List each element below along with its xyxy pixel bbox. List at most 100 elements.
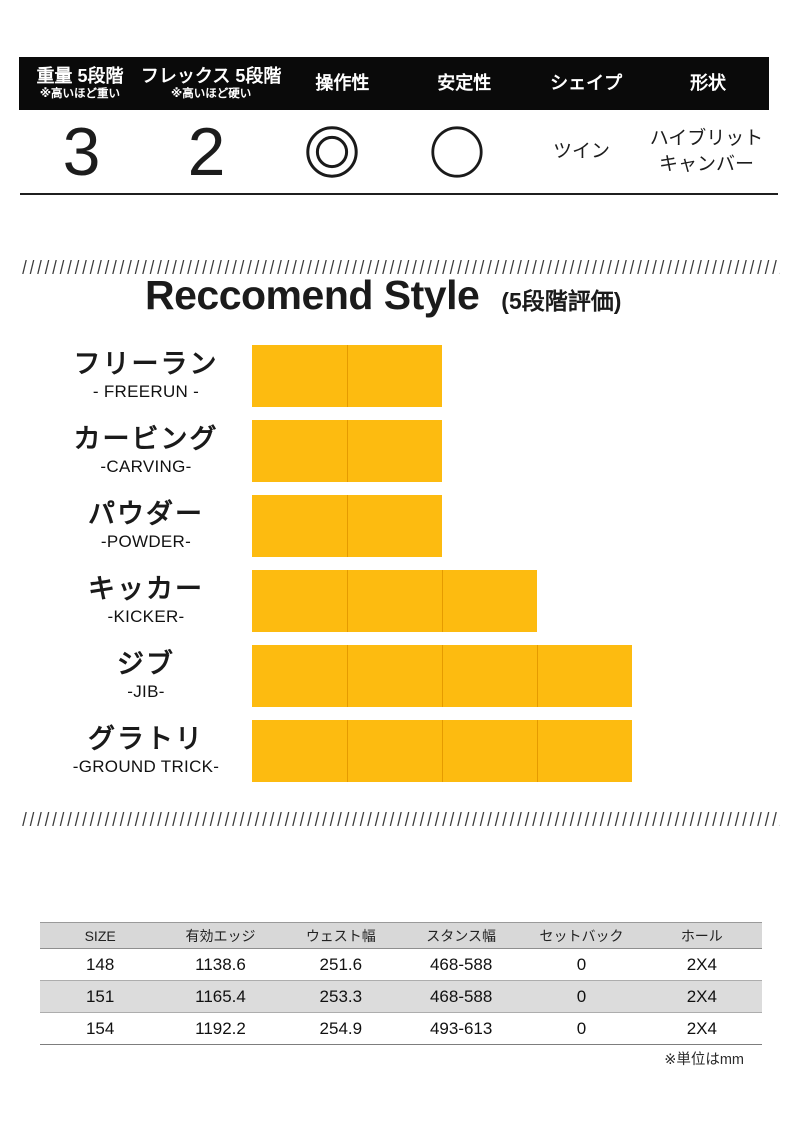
rating-scale-note: (5段階評価)	[501, 288, 622, 314]
table-cell: 254.9	[280, 1012, 401, 1045]
table-cell: 1165.4	[160, 980, 281, 1013]
table-cell: 468-588	[400, 980, 522, 1013]
chart-bar-segment	[347, 720, 442, 782]
spec-value-number-weight: 3	[62, 113, 101, 190]
chart-category-label: カービング -CARVING-	[40, 420, 252, 482]
chart-row-freerun: フリーラン - FREERUN -	[40, 345, 760, 407]
table-header-cell: 有効エッジ	[160, 922, 281, 949]
chart-category-en: - FREERUN -	[92, 382, 200, 402]
spec-divider-line	[20, 193, 778, 195]
spec-value-profile: ハイブリット キャンバー	[644, 126, 769, 177]
chart-bar	[252, 720, 632, 782]
chart-bar-segment	[442, 720, 537, 782]
chart-category-en: -JIB-	[127, 682, 165, 702]
spec-value-text-profile: ハイブリット キャンバー	[649, 127, 764, 175]
table-header-cell: スタンス幅	[400, 922, 522, 949]
table-cell: 1138.6	[160, 948, 281, 981]
spec-header-operability: 操作性	[281, 73, 403, 94]
spec-label-operability: 操作性	[315, 73, 370, 94]
chart-bar	[252, 420, 442, 482]
chart-category-jp: ジブ	[117, 648, 175, 679]
chart-bar-segment	[537, 645, 632, 707]
chart-bar-segment	[442, 645, 537, 707]
chart-bar-segment	[442, 570, 537, 632]
chart-row-jib: ジブ -JIB-	[40, 645, 760, 707]
chart-bar-segment	[252, 645, 347, 707]
circle-icon	[430, 125, 484, 179]
spec-header-flex: フレックス 5段階 ※高いほど硬い	[141, 66, 281, 102]
spec-note-flex: ※高いほど硬い	[171, 88, 252, 101]
spec-values-row: 3 2 ツイン ハイブリット キャンバー	[19, 110, 769, 193]
chart-category-jp: フリーラン	[73, 348, 219, 379]
table-cell: 251.6	[280, 948, 401, 981]
table-cell: 493-613	[400, 1012, 522, 1045]
size-table-header: SIZE 有効エッジ ウェスト幅 スタンス幅 セットバック ホール	[40, 922, 762, 949]
chart-category-en: -GROUND TRICK-	[72, 757, 220, 777]
spec-note-weight: ※高いほど重い	[39, 88, 121, 101]
chart-category-en: -CARVING-	[100, 457, 192, 477]
recommend-style-title: Reccomend Style	[145, 272, 480, 318]
table-row: 154 1192.2 254.9 493-613 0 2X4	[40, 1012, 762, 1045]
table-cell: 148	[40, 948, 161, 981]
chart-title-row: Reccomend Style (5段階評価)	[145, 272, 621, 319]
chart-bar-segment	[252, 420, 347, 482]
chart-category-jp: キッカー	[88, 573, 204, 604]
spec-header-weight: 重量 5段階 ※高いほど重い	[19, 66, 141, 102]
spec-label-stability: 安定性	[437, 73, 492, 94]
chart-row-kicker: キッカー -KICKER-	[40, 570, 760, 632]
table-cell: 468-588	[400, 948, 522, 981]
chart-bar-segment	[252, 345, 347, 407]
chart-bar	[252, 645, 632, 707]
chart-category-label: キッカー -KICKER-	[40, 570, 252, 632]
chart-bar-segment	[252, 495, 347, 557]
spec-value-stability	[394, 125, 519, 179]
spec-header-stability: 安定性	[403, 73, 525, 94]
chart-category-en: -KICKER-	[107, 607, 185, 627]
spec-value-shape: ツイン	[519, 139, 644, 165]
table-cell: 154	[40, 1012, 161, 1045]
double-circle-icon	[305, 125, 359, 179]
chart-category-label: フリーラン - FREERUN -	[40, 345, 252, 407]
recommend-style-chart: フリーラン - FREERUN - カービング -CARVING- パウダー -POWDE…	[40, 345, 760, 795]
size-spec-table: SIZE 有効エッジ ウェスト幅 スタンス幅 セットバック ホール 148 1138.6 25…	[40, 922, 762, 1045]
spec-value-flex: 2	[144, 118, 269, 186]
table-cell: 0	[521, 980, 642, 1013]
table-cell: 0	[521, 948, 642, 981]
table-header-cell: ホール	[641, 922, 762, 949]
chart-bar-segment	[347, 420, 442, 482]
hatch-divider-top	[20, 260, 780, 274]
spec-label-weight: 重量 5段階	[36, 65, 124, 86]
spec-label-flex: フレックス 5段階	[140, 65, 282, 86]
chart-bar-segment	[252, 570, 347, 632]
table-header-cell: SIZE	[40, 922, 161, 949]
chart-bar	[252, 570, 537, 632]
chart-bar-segment	[347, 345, 442, 407]
chart-category-en: -POWDER-	[100, 532, 192, 552]
spec-value-text-shape: ツイン	[552, 140, 610, 162]
chart-category-jp: カービング	[73, 423, 219, 454]
chart-bar-segment	[347, 495, 442, 557]
table-cell: 1192.2	[160, 1012, 281, 1045]
chart-category-jp: パウダー	[88, 498, 204, 529]
chart-row-ground-trick: グラトリ -GROUND TRICK-	[40, 720, 760, 782]
chart-bar-segment	[537, 720, 632, 782]
hatch-divider-bottom	[20, 812, 780, 826]
table-row: 148 1138.6 251.6 468-588 0 2X4	[40, 948, 762, 981]
spec-value-operability	[269, 125, 394, 179]
chart-row-powder: パウダー -POWDER-	[40, 495, 760, 557]
chart-bar-segment	[347, 570, 442, 632]
table-cell: 253.3	[280, 980, 401, 1013]
chart-category-label: パウダー -POWDER-	[40, 495, 252, 557]
spec-value-number-flex: 2	[187, 113, 226, 190]
spec-header-bar: 重量 5段階 ※高いほど重い フレックス 5段階 ※高いほど硬い 操作性 安定性 シェイプ 形…	[19, 57, 769, 110]
spec-label-profile: 形状	[690, 73, 727, 94]
chart-bar-segment	[347, 645, 442, 707]
table-header-cell: セットバック	[521, 922, 642, 949]
table-row: 151 1165.4 253.3 468-588 0 2X4	[40, 980, 762, 1013]
chart-bar	[252, 345, 442, 407]
chart-bar	[252, 495, 442, 557]
table-cell: 2X4	[641, 1012, 762, 1045]
chart-category-label: グラトリ -GROUND TRICK-	[40, 720, 252, 782]
spec-header-profile: 形状	[647, 73, 769, 94]
